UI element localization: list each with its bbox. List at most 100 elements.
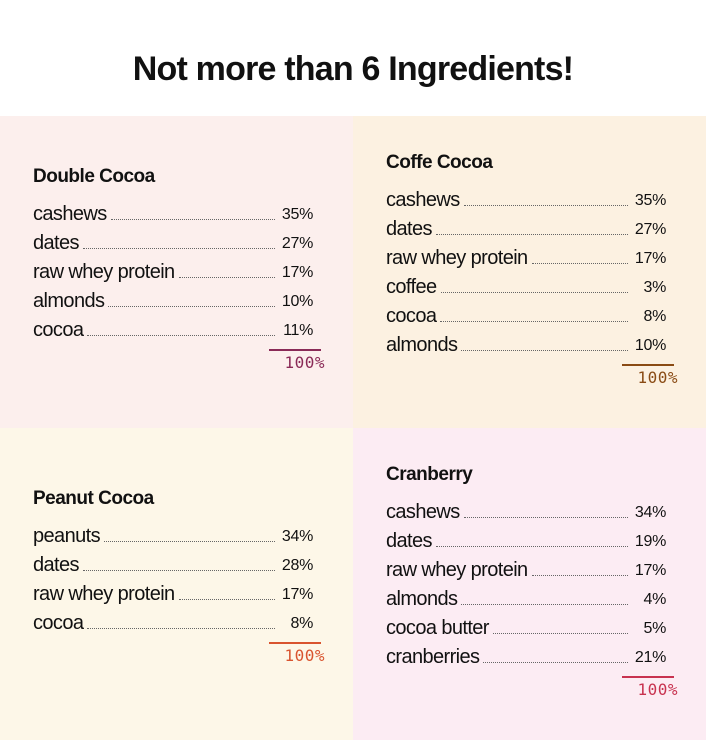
ingredient-name: raw whey protein [33,583,175,605]
recipe-title: Coffe Cocoa [386,152,493,173]
recipe-title: Double Cocoa [33,166,155,187]
ingredient-percent: 35% [634,192,666,209]
ingredient-percent: 19% [634,533,666,550]
ingredient-row: cocoa butter 5% [386,610,666,639]
ingredient-row: cashews 35% [386,182,666,211]
ingredient-name: cashews [386,189,460,211]
ingredient-row: almonds 10% [33,283,313,312]
ingredient-percent: 17% [634,562,666,579]
dot-leader [87,335,275,336]
dot-leader [110,219,275,220]
dot-leader [463,205,628,206]
dot-leader [108,306,275,307]
ingredient-percent: 8% [290,615,313,632]
ingredient-percent: 34% [281,528,313,545]
total-label: 100% [637,368,678,387]
ingredient-percent: 3% [643,279,666,296]
ingredient-row: cocoa 8% [33,605,313,634]
ingredient-name: dates [33,554,80,576]
ingredient-name: cocoa [386,305,437,327]
ingredient-name: raw whey protein [33,261,175,283]
dot-leader [440,292,628,293]
recipe-card: Cranberry cashews 34% dates 19% raw whey… [386,464,678,700]
ingredient-row: peanuts 34% [33,518,313,547]
dot-leader [483,662,628,663]
recipe-title: Peanut Cocoa [33,488,154,509]
recipe-panel-coffe-cocoa: Coffe Cocoa cashews 35% dates 27% raw wh… [353,116,706,428]
dot-leader [82,248,275,249]
dot-leader [461,604,628,605]
ingredient-percent: 4% [643,591,666,608]
recipe-panel-peanut-cocoa: Peanut Cocoa peanuts 34% dates 28% raw w… [0,428,353,740]
total-label: 100% [637,680,678,699]
ingredient-percent: 17% [281,586,313,603]
ingredient-row: raw whey protein 17% [33,576,313,605]
page-title: Not more than 6 Ingredients! [132,50,574,88]
dot-leader [463,517,628,518]
recipe-title: Cranberry [386,464,473,485]
ingredient-percent: 27% [281,235,313,252]
ingredient-percent: 21% [634,649,666,666]
total-label: 100% [284,353,325,372]
dot-leader [492,633,628,634]
ingredient-percent: 10% [281,293,313,310]
ingredient-name: dates [33,232,80,254]
dot-leader [435,546,628,547]
recipe-panel-double-cocoa: Double Cocoa cashews 35% dates 27% raw w… [0,116,353,428]
ingredient-name: dates [386,218,433,240]
ingredient-row: cashews 35% [33,196,313,225]
ingredient-name: cocoa butter [386,617,489,639]
dot-leader [178,277,275,278]
ingredient-name: almonds [33,290,105,312]
ingredient-name: cashews [386,501,460,523]
ingredient-percent: 5% [643,620,666,637]
ingredient-row: dates 28% [33,547,313,576]
ingredient-percent: 17% [634,250,666,267]
ingredient-row: dates 27% [386,211,666,240]
ingredient-percent: 17% [281,264,313,281]
ingredient-row: almonds 10% [386,327,666,356]
ingredient-row: coffee 3% [386,269,666,298]
dot-leader [87,628,275,629]
dot-leader [82,570,275,571]
ingredient-name: cocoa [33,319,84,341]
ingredient-percent: 11% [283,322,313,339]
ingredient-name: dates [386,530,433,552]
total-underline [622,364,674,366]
ingredient-row: almonds 4% [386,581,666,610]
recipe-card: Double Cocoa cashews 35% dates 27% raw w… [33,166,325,373]
dot-leader [531,263,628,264]
ingredient-name: cocoa [33,612,84,634]
dot-leader [178,599,275,600]
ingredient-percent: 27% [634,221,666,238]
ingredient-row: cranberries 21% [386,639,666,668]
ingredient-row: raw whey protein 17% [386,240,666,269]
total-underline [269,642,321,644]
dot-leader [103,541,275,542]
recipe-card: Peanut Cocoa peanuts 34% dates 28% raw w… [33,488,325,666]
total-underline [622,676,674,678]
ingredient-row: cocoa 11% [33,312,313,341]
ingredient-percent: 8% [643,308,666,325]
ingredient-name: coffee [386,276,437,298]
ingredient-row: dates 19% [386,523,666,552]
ingredient-percent: 10% [634,337,666,354]
ingredient-name: cashews [33,203,107,225]
recipe-panel-cranberry: Cranberry cashews 34% dates 19% raw whey… [353,428,706,740]
ingredient-percent: 35% [281,206,313,223]
dot-leader [531,575,628,576]
ingredient-name: cranberries [386,646,480,668]
dot-leader [461,350,628,351]
ingredient-percent: 28% [281,557,313,574]
ingredient-percent: 34% [634,504,666,521]
ingredient-row: dates 27% [33,225,313,254]
ingredient-row: cocoa 8% [386,298,666,327]
total-label: 100% [284,646,325,665]
ingredient-row: raw whey protein 17% [386,552,666,581]
ingredient-name: peanuts [33,525,101,547]
ingredient-name: raw whey protein [386,559,528,581]
recipe-card: Coffe Cocoa cashews 35% dates 27% raw wh… [386,152,678,388]
total-underline [269,349,321,351]
ingredient-row: cashews 34% [386,494,666,523]
ingredient-name: almonds [386,588,458,610]
